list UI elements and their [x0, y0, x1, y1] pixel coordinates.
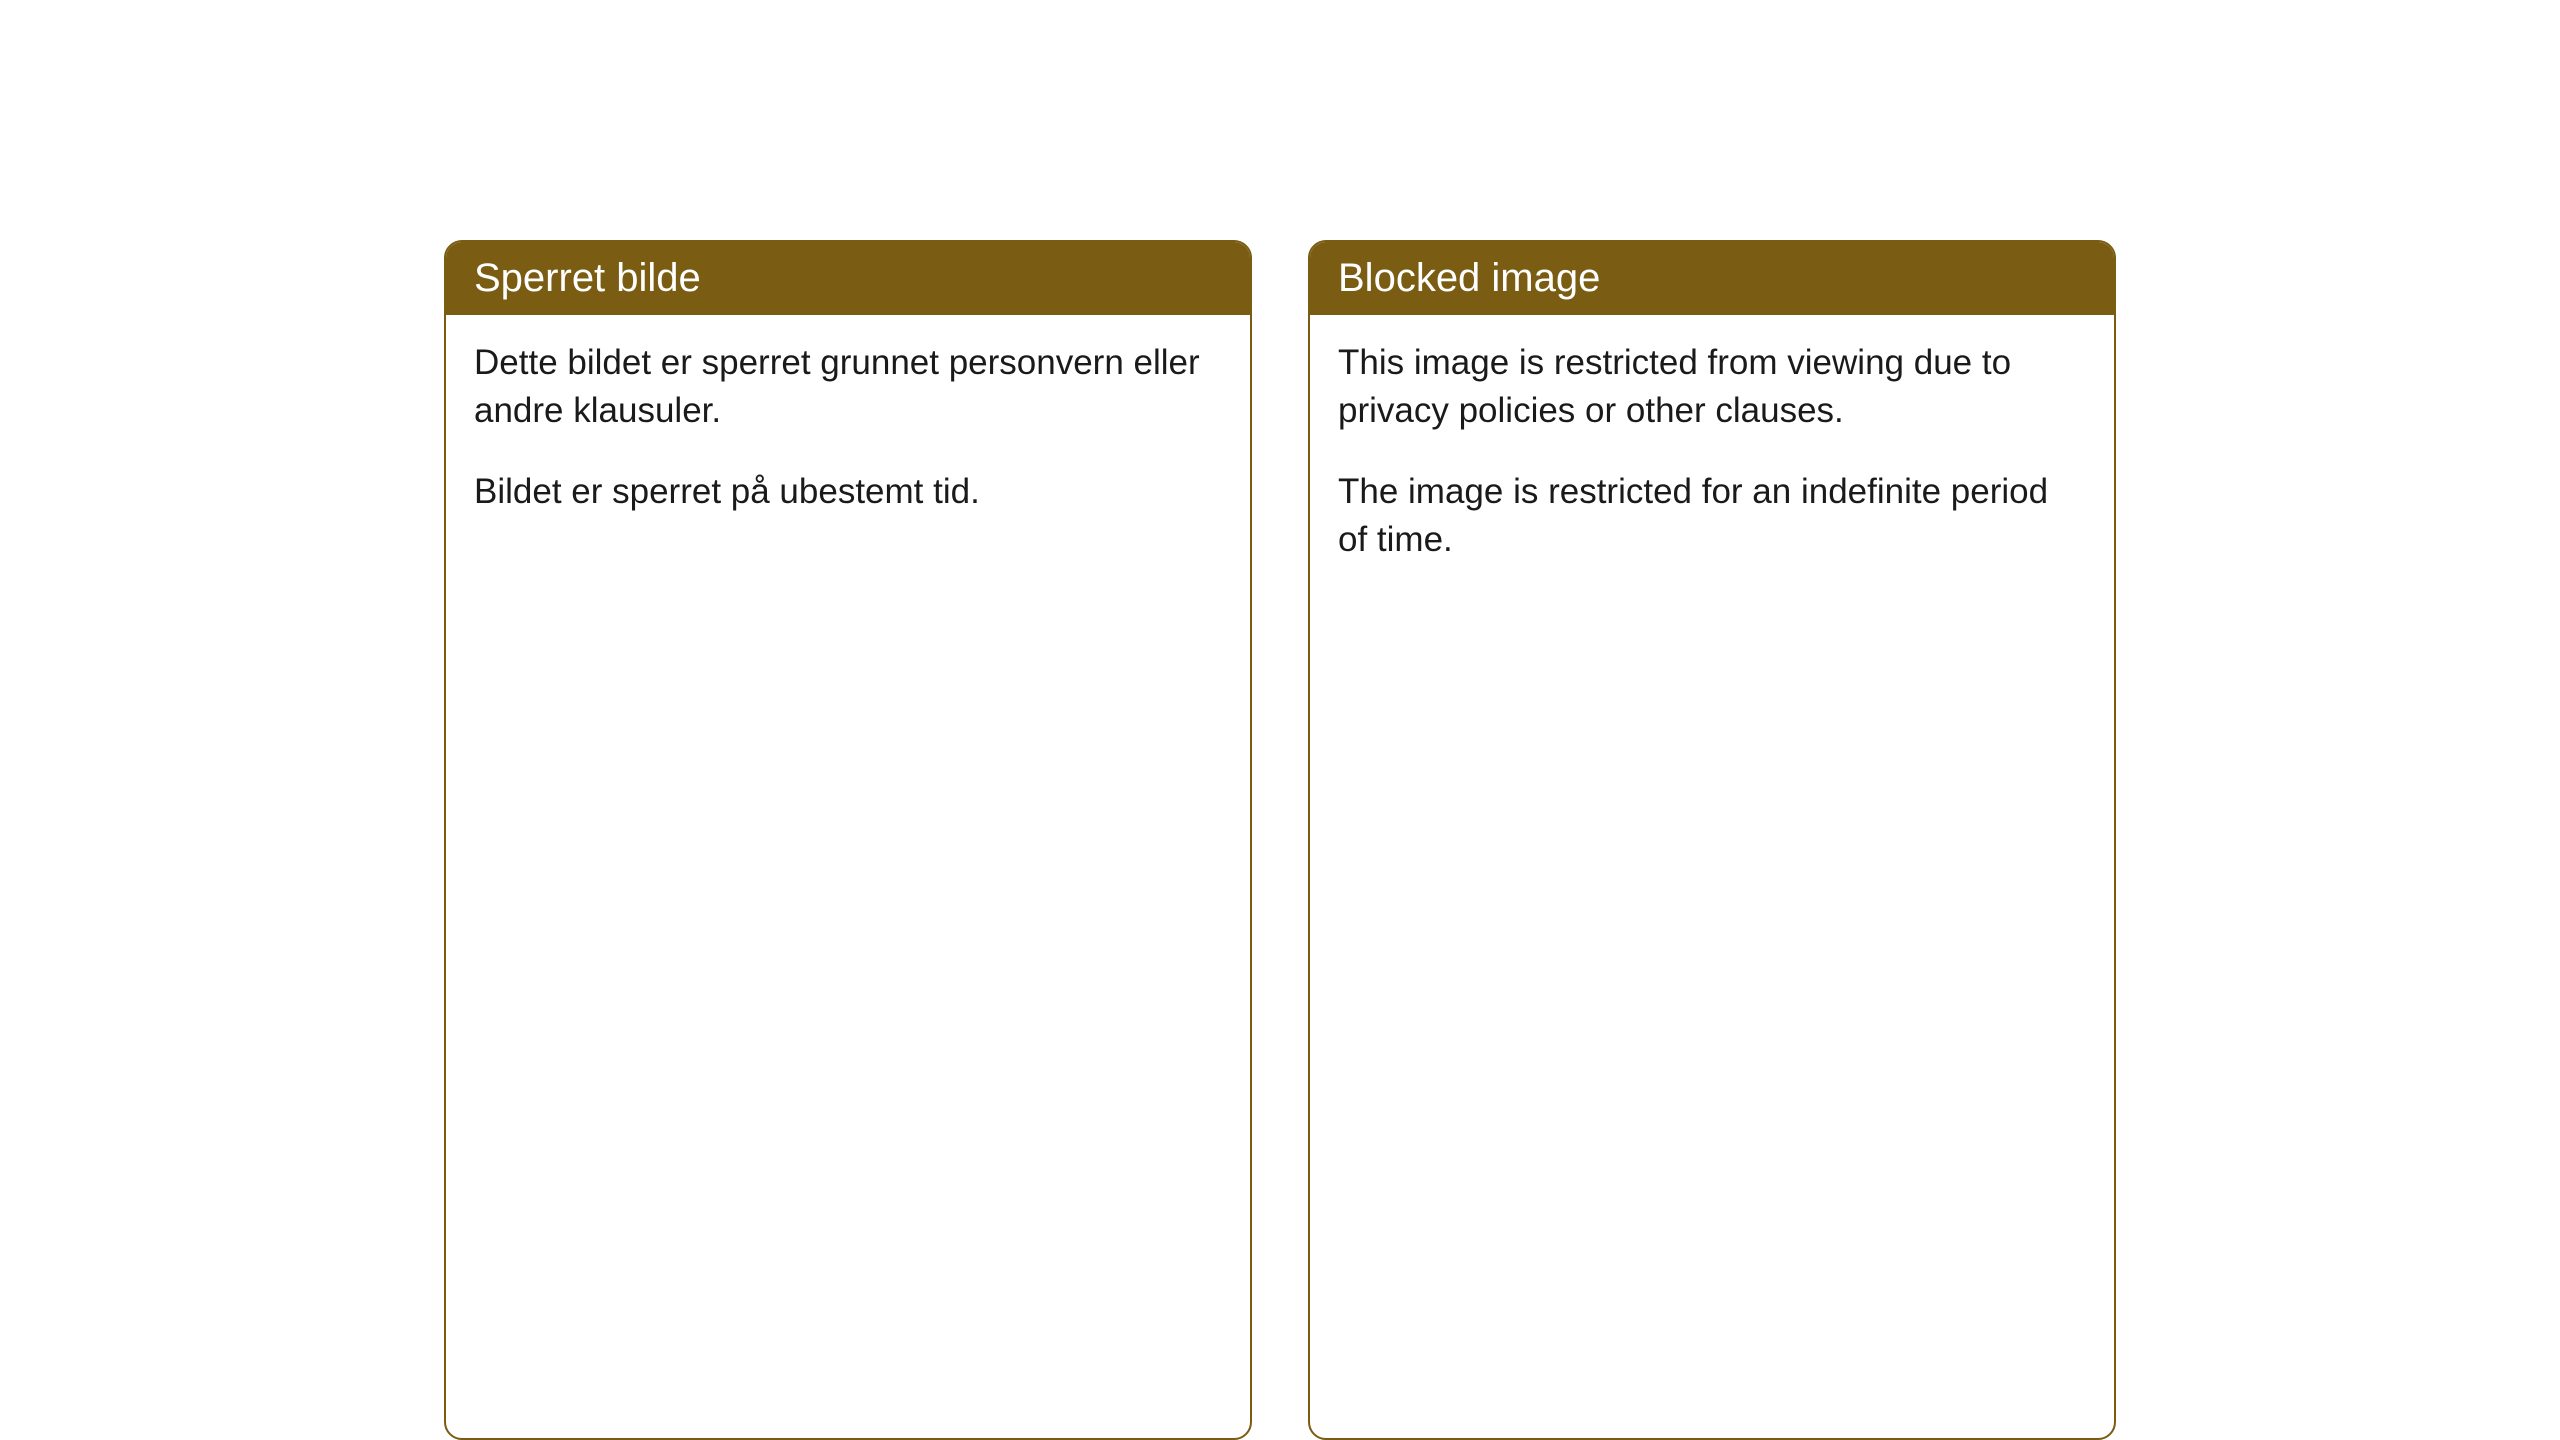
- card-title: Sperret bilde: [474, 256, 701, 300]
- card-paragraph: Bildet er sperret på ubestemt tid.: [474, 468, 1222, 516]
- card-header: Sperret bilde: [446, 242, 1250, 315]
- card-paragraph: Dette bildet er sperret grunnet personve…: [474, 339, 1222, 436]
- card-body: This image is restricted from viewing du…: [1310, 315, 2114, 606]
- notice-cards-container: Sperret bilde Dette bildet er sperret gr…: [444, 240, 2116, 1440]
- card-title: Blocked image: [1338, 256, 1600, 300]
- notice-card-english: Blocked image This image is restricted f…: [1308, 240, 2116, 1440]
- card-body: Dette bildet er sperret grunnet personve…: [446, 315, 1250, 558]
- card-paragraph: The image is restricted for an indefinit…: [1338, 468, 2086, 565]
- notice-card-norwegian: Sperret bilde Dette bildet er sperret gr…: [444, 240, 1252, 1440]
- card-header: Blocked image: [1310, 242, 2114, 315]
- card-paragraph: This image is restricted from viewing du…: [1338, 339, 2086, 436]
